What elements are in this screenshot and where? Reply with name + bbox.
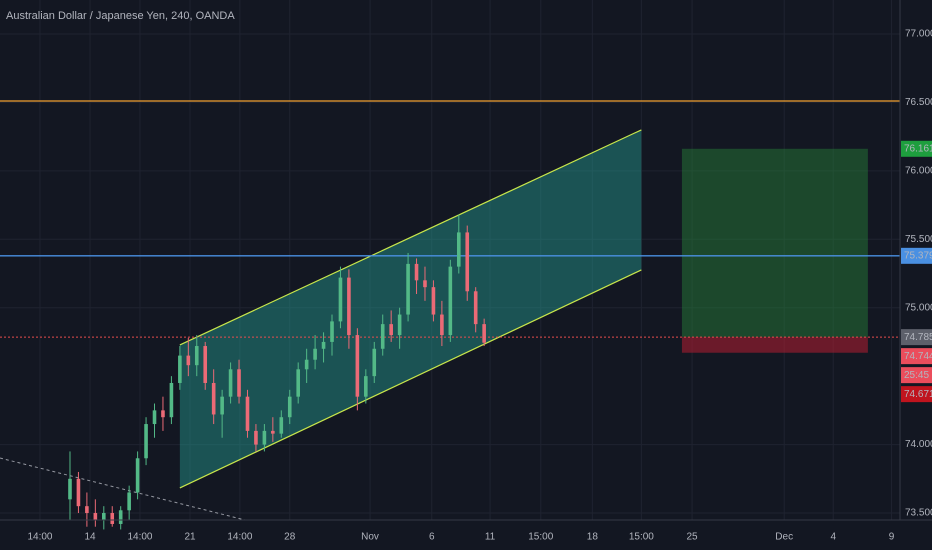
candle-body [110,513,115,524]
candle-body [93,513,98,520]
x-tick-label: 14 [84,532,96,543]
axes [0,0,932,521]
candle-body [296,369,300,397]
candle-body [414,263,419,281]
candle-body [372,348,377,377]
candle-body [262,430,267,445]
channel-lower [179,269,642,489]
candle-body [161,410,165,418]
x-tick-label: 15:00 [629,532,654,543]
candle-body [380,324,385,349]
y-tick-label: 76.500 [905,97,932,108]
price-label-bg [901,247,932,264]
candle-body [279,417,284,434]
x-tick-label: 11 [485,532,496,543]
price-label: 74.785 [904,332,932,343]
countdown-label-bg [901,367,932,384]
candle-body [431,287,436,315]
price-label: 74.744 [904,351,932,362]
candle-body [127,492,131,511]
x-tick-label: 25 [687,532,699,543]
chart-title: Australian Dollar / Japanese Yen, 240, O… [6,10,235,22]
candle-body [330,321,334,342]
profit-zone [681,148,868,338]
candle-body [364,376,368,397]
candle-body [68,478,72,500]
candle-body [473,291,478,325]
candle-body [178,355,182,383]
candle-body [440,314,444,336]
x-tick-label: Dec [775,532,793,543]
x-tick-label: 21 [184,532,196,543]
candle-body [194,346,199,366]
channel-fill [179,129,642,488]
y-tick-label: 73.500 [905,508,932,519]
price-label-bg [901,386,932,403]
candle-body [271,430,275,434]
x-tick-label: 6 [429,532,435,543]
grid [0,0,900,520]
candle-body [287,396,292,418]
drawings [0,100,900,521]
channel-upper [179,129,642,346]
price-label-bg [901,348,932,365]
x-tick-label: 14:00 [127,532,152,543]
candle-body [152,410,157,425]
candle-body [406,263,410,315]
y-tick-label: 74.000 [905,439,932,450]
candle-body [76,478,81,507]
candle-body [423,280,427,288]
x-tick-label: 9 [889,532,895,543]
candles [68,214,486,530]
candle-body [228,369,233,397]
candle-body [321,341,326,349]
candle-body [397,314,402,336]
candle-body [465,232,470,292]
candle-body [169,382,174,418]
candle-body [135,458,140,493]
candle-body [304,359,309,370]
candle-body [211,382,216,415]
trend-line [0,457,246,521]
y-tick-label: 75.500 [905,234,932,245]
candle-body [144,424,148,459]
price-label: 75.379 [904,250,932,261]
x-tick-label: 4 [830,532,836,543]
x-tick-label: 28 [284,532,296,543]
y-tick-label: 76.000 [905,165,932,176]
countdown-label: 25:45 [904,370,929,381]
price-label-bg [901,140,932,157]
y-tick-label: 77.000 [905,29,932,40]
y-tick-label: 75.000 [905,302,932,313]
x-tick-label: 15:00 [528,532,553,543]
candle-body [237,369,241,397]
candle-body [338,277,343,322]
x-tick-label: 18 [587,532,599,543]
candle-body [456,232,461,267]
price-label-bg [901,329,932,346]
candle-body [85,506,89,514]
price-label: 74.671 [904,389,932,400]
x-tick-label: 14:00 [227,532,252,543]
candle-body [347,277,351,336]
candle-body [220,396,224,415]
candle-body [389,324,393,336]
x-tick-label: 14:00 [27,532,52,543]
candle-body [203,346,208,383]
candle-body [245,396,250,431]
price-label: 76.161 [904,143,932,154]
candle-body [101,513,106,520]
candle-body [118,510,123,524]
candle-body [448,266,453,336]
candle-body [482,324,486,343]
loss-zone [681,337,868,353]
candle-body [313,348,317,360]
candle-body [254,430,258,445]
candle-body [355,335,360,397]
x-tick-label: Nov [361,532,379,543]
candle-body [186,355,191,366]
